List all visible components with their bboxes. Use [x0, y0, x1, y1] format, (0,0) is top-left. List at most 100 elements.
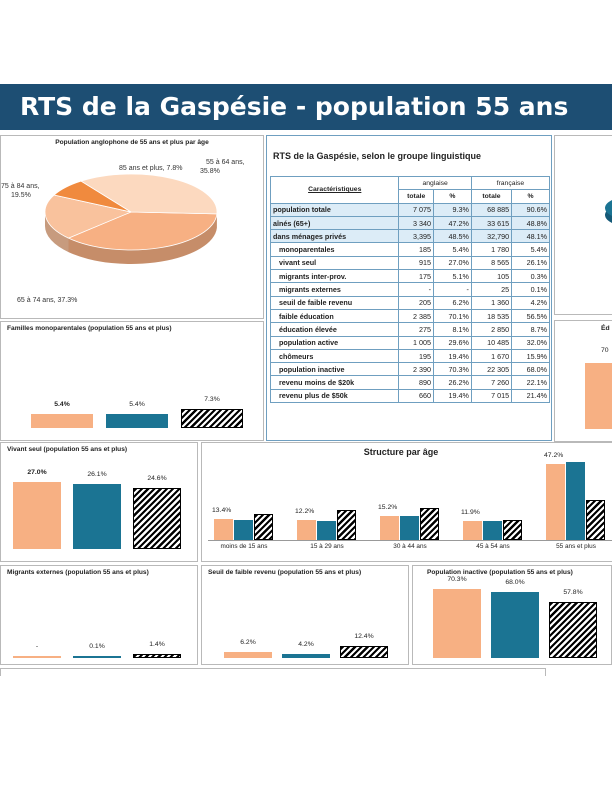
pie-slice-side: [68, 213, 217, 264]
structure-bar: [503, 520, 522, 540]
seuil-title: Seuil de faible revenu (population 55 an…: [208, 569, 362, 576]
cell-f-pct: 56.5%: [511, 308, 550, 324]
structure-data-label: 11.9%: [461, 508, 480, 516]
cell-f-tot: 1 670: [470, 348, 513, 364]
cell-f-pct: 0.1%: [511, 282, 550, 297]
cell-a-tot: 205: [398, 295, 434, 310]
cell-f-pct: 8.7%: [511, 322, 550, 337]
cell-a-pct: 26.2%: [432, 375, 472, 390]
pie-title: Population anglophone de 55 ans et plus …: [55, 139, 209, 146]
row-label: population inactive: [269, 362, 400, 377]
migr-label-francaise: 0.1%: [89, 643, 105, 650]
cell-f-tot: 22 305: [470, 362, 513, 377]
seul-title: Vivant seul (population 55 ans et plus): [7, 446, 128, 453]
cell-a-tot: -: [398, 282, 434, 297]
row-label: revenu moins de $20k: [269, 375, 400, 390]
subheader-a-total: totale: [398, 189, 434, 204]
cell-f-pct: 4.2%: [511, 295, 550, 310]
structure-bar: [463, 520, 482, 540]
cell-f-pct: 22.1%: [511, 375, 550, 390]
cell-f-tot: 33 615: [470, 215, 513, 231]
structure-data-label: 13.4%: [212, 506, 232, 514]
cell-a-tot: 660: [398, 388, 434, 404]
seuil-bar-autre: [340, 645, 388, 658]
right-partial-panel-top: [554, 135, 612, 315]
row-label: migrants externes: [269, 282, 400, 297]
inactive-panel: Population inactive (population 55 ans e…: [412, 565, 612, 665]
inactive-plot: 70.3% 68.0% 57.8%: [413, 566, 611, 664]
cell-a-tot: 3,395: [398, 229, 434, 244]
table-panel: RTS de la Gaspésie, selon le groupe ling…: [266, 135, 552, 441]
seul-plot: 27.0% 26.1% 24.6%: [1, 443, 197, 561]
cell-a-tot: 195: [398, 348, 434, 364]
structure-category-label: 30 à 44 ans: [393, 543, 427, 550]
cell-a-tot: 3 340: [398, 215, 434, 231]
structure-category-label: 15 à 29 ans: [310, 543, 344, 550]
structure-bar: [380, 515, 399, 540]
cell-f-tot: 2 850: [470, 322, 513, 337]
cell-a-pct: 19.4%: [432, 348, 472, 364]
inactive-label-francaise: 68.0%: [505, 578, 525, 586]
cell-f-pct: 0.3%: [511, 269, 550, 284]
inactive-label-autre: 57.8%: [563, 588, 583, 596]
cell-a-pct: 19.4%: [432, 388, 472, 404]
right-edu-title: Éd: [601, 325, 610, 332]
cell-f-tot: 1 780: [470, 242, 513, 257]
seul-label-anglaise: 27.0%: [27, 468, 47, 476]
pie-slice-label: 65 à 74 ans, 37.3%: [17, 297, 77, 304]
row-label: aînés (65+): [269, 215, 400, 231]
mono-panel: Familles monoparentales (population 55 a…: [0, 321, 264, 441]
structure-category-label: moins de 15 ans: [220, 543, 268, 550]
right-edu-value: 70: [601, 347, 609, 354]
table-row: chômeurs 195 19.4% 1 670 15.9%: [269, 348, 550, 364]
table-row: population inactive 2 390 70.3% 22 305 68.0%: [269, 362, 550, 377]
row-label: revenu plus de $50k: [269, 388, 400, 404]
mono-title: Familles monoparentales (population 55 a…: [7, 325, 172, 332]
cell-a-tot: 175: [398, 269, 434, 284]
table-row: population totale 7 075 9.3% 68 885 90.6%: [269, 202, 550, 217]
table-row: population active 1 005 29.6% 10 485 32.0%: [269, 335, 550, 350]
mono-bar-francaise: [106, 413, 168, 428]
pie-slice: [44, 194, 133, 239]
cell-a-pct: 70.1%: [432, 308, 472, 324]
cell-a-tot: 890: [398, 375, 434, 390]
cell-f-pct: 48.1%: [511, 229, 550, 244]
page-title: RTS de la Gaspésie - population 55 ans: [0, 84, 612, 130]
cell-a-pct: 9.3%: [432, 202, 472, 217]
structure-bar: [214, 518, 233, 540]
structure-plot: 13.4% moins de 15 ans 12.2% 15 à 29 ans 15.2…: [202, 443, 612, 561]
structure-bar: [337, 510, 356, 540]
cell-f-tot: 68 885: [470, 202, 513, 217]
cell-a-pct: 48.5%: [432, 229, 472, 244]
pie-slice-label: 75 à 84 ans, 19.5%: [1, 183, 40, 199]
cell-f-tot: 1 360: [470, 295, 513, 310]
migr-bar-francaise: [73, 656, 121, 658]
structure-category-label: 45 à 54 ans: [476, 543, 510, 550]
seuil-plot: 6.2% 4.2% 12.4%: [202, 566, 408, 664]
mono-label-autre: 7.3%: [204, 395, 220, 403]
pie-slice-label: 55 à 64 ans, 35.8%: [200, 159, 245, 175]
mono-plot: 5.4% 5.4% 7.3%: [1, 322, 263, 440]
seul-bar-autre: [133, 487, 181, 549]
table-row: vivant seul 915 27.0% 8 565 26.1%: [269, 255, 550, 271]
right-partial-pie: [605, 200, 612, 223]
group-header-anglaise: anglaise: [398, 175, 472, 191]
structure-data-label: 15.2%: [378, 503, 398, 511]
right-edu-bar: [585, 363, 612, 429]
cell-a-pct: 27.0%: [432, 255, 472, 271]
col-header-characteristics: Caractéristiques: [269, 176, 400, 204]
table-row: faible éducation 2 385 70.1% 18 535 56.5%: [269, 308, 550, 324]
cell-a-tot: 7 075: [398, 202, 434, 217]
structure-bar: [297, 520, 316, 540]
cell-a-pct: 47.2%: [432, 215, 472, 231]
structure-bar: [483, 520, 502, 540]
cell-f-pct: 68.0%: [511, 362, 550, 377]
subheader-a-pct: %: [432, 189, 472, 204]
cell-a-tot: 1 005: [398, 335, 434, 350]
row-label: migrants inter-prov.: [269, 269, 400, 284]
table-title: RTS de la Gaspésie, selon le groupe ling…: [273, 151, 482, 161]
subheader-f-pct: %: [511, 189, 550, 204]
table-row: migrants externes - -25 0.1%: [269, 282, 550, 297]
pie-slice-label: 85 ans et plus, 7.8%: [119, 165, 182, 172]
cell-a-pct: 6.2%: [432, 295, 472, 310]
